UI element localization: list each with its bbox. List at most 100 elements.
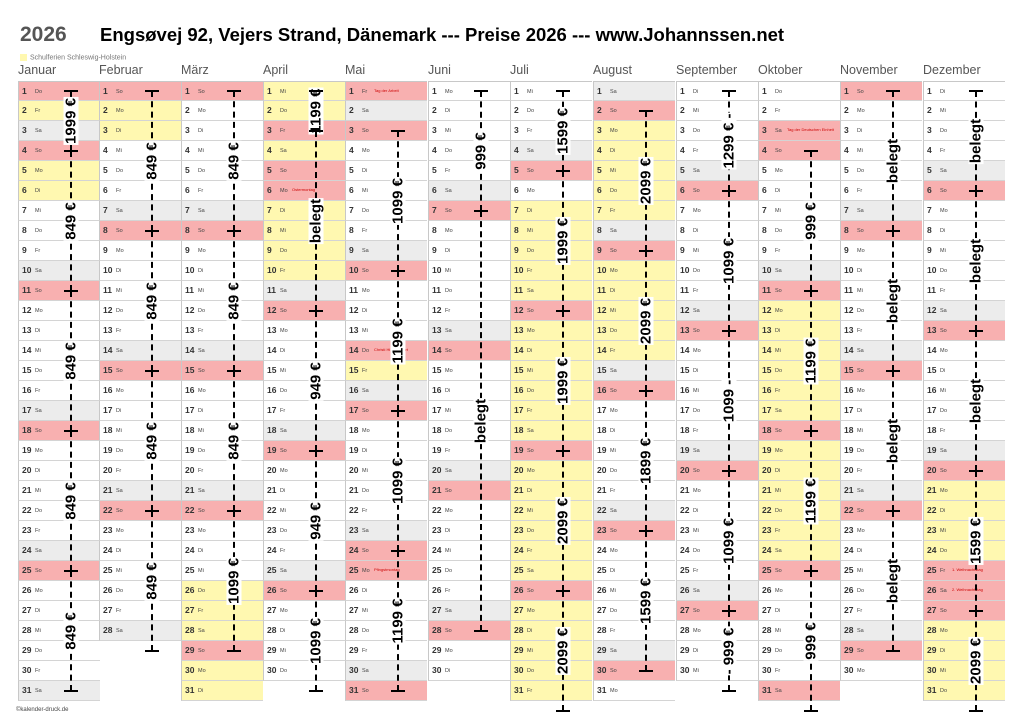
day-cell[interactable]: 16 Mi — [676, 381, 758, 401]
day-cell[interactable]: 30 Fr — [18, 661, 100, 681]
day-cell[interactable]: 25 Mi — [181, 561, 263, 581]
day-cell[interactable]: 28 Fr — [593, 621, 675, 641]
day-cell[interactable]: 9 Di — [428, 241, 510, 261]
day-cell[interactable]: 21 Mi — [18, 481, 100, 501]
day-cell[interactable]: 7 Mo — [923, 201, 1005, 221]
day-cell[interactable]: 15 Mi — [510, 361, 592, 381]
day-cell[interactable]: 16 Mo — [181, 381, 263, 401]
day-cell[interactable]: 25 Sa — [263, 561, 345, 581]
day-cell[interactable]: 31 Di — [181, 681, 263, 701]
day-cell[interactable]: 2 Sa — [345, 101, 427, 121]
day-cell[interactable]: 18 Di — [593, 421, 675, 441]
day-cell[interactable]: 4 Do — [428, 141, 510, 161]
day-cell[interactable]: 6 Di — [18, 181, 100, 201]
day-cell[interactable]: 4 So — [18, 141, 100, 161]
day-cell[interactable]: 14 Fr — [593, 341, 675, 361]
day-cell[interactable]: 21 Mo — [923, 481, 1005, 501]
day-cell[interactable]: 14 Sa — [840, 341, 922, 361]
day-cell[interactable]: 12 Mi — [593, 301, 675, 321]
day-cell[interactable]: 18 Fr — [923, 421, 1005, 441]
day-cell[interactable]: 9 Mo — [181, 241, 263, 261]
day-cell[interactable]: 21 Di — [510, 481, 592, 501]
day-cell[interactable]: 2 Mo — [181, 101, 263, 121]
day-cell[interactable]: 11 Sa — [263, 281, 345, 301]
day-cell[interactable]: 15 Do — [18, 361, 100, 381]
day-cell[interactable]: 19 Mo — [18, 441, 100, 461]
day-cell[interactable]: 2 Mi — [676, 101, 758, 121]
day-cell[interactable]: 23 Do — [510, 521, 592, 541]
day-cell[interactable]: 22 Mo — [428, 501, 510, 521]
day-cell[interactable]: 22 Do — [758, 501, 840, 521]
day-cell[interactable]: 5 Mi — [593, 161, 675, 181]
day-cell[interactable]: 17 Sa — [758, 401, 840, 421]
day-cell[interactable]: 4 So — [758, 141, 840, 161]
day-cell[interactable]: 25 Do — [428, 561, 510, 581]
day-cell[interactable]: 6 Fr — [181, 181, 263, 201]
day-cell[interactable]: 29 So — [840, 641, 922, 661]
day-cell[interactable]: 14 Mo — [923, 341, 1005, 361]
day-cell[interactable]: 29 Di — [676, 641, 758, 661]
day-cell[interactable]: 16 So — [593, 381, 675, 401]
day-cell[interactable]: 29 Do — [758, 641, 840, 661]
day-cell[interactable]: 8 Do — [758, 221, 840, 241]
day-cell[interactable]: 20 Mo — [510, 461, 592, 481]
day-cell[interactable]: 8 So — [99, 221, 181, 241]
day-cell[interactable]: 15 So — [840, 361, 922, 381]
day-cell[interactable]: 5 So — [510, 161, 592, 181]
day-cell[interactable]: 11 Di — [593, 281, 675, 301]
day-cell[interactable]: 8 Do — [18, 221, 100, 241]
day-cell[interactable]: 16 Do — [263, 381, 345, 401]
day-cell[interactable]: 15 So — [181, 361, 263, 381]
day-cell[interactable]: 18 So — [18, 421, 100, 441]
day-cell[interactable]: 6 Mo Ostermontag — [263, 181, 345, 201]
day-cell[interactable]: 29 Di — [923, 641, 1005, 661]
day-cell[interactable]: 31 Fr — [510, 681, 592, 701]
day-cell[interactable]: 16 Sa — [345, 381, 427, 401]
day-cell[interactable]: 26 Di — [345, 581, 427, 601]
day-cell[interactable]: 7 Mi — [758, 201, 840, 221]
day-cell[interactable]: 23 Mi — [923, 521, 1005, 541]
day-cell[interactable]: 20 Fr — [99, 461, 181, 481]
day-cell[interactable]: 28 Sa — [181, 621, 263, 641]
day-cell[interactable]: 20 Do — [593, 461, 675, 481]
day-cell[interactable]: 7 Sa — [840, 201, 922, 221]
day-cell[interactable]: 6 Sa — [428, 181, 510, 201]
day-cell[interactable]: 18 Sa — [263, 421, 345, 441]
day-cell[interactable]: 30 So — [593, 661, 675, 681]
day-cell[interactable]: 31 Do — [923, 681, 1005, 701]
day-cell[interactable]: 22 Di — [676, 501, 758, 521]
day-cell[interactable]: 29 Sa — [593, 641, 675, 661]
day-cell[interactable]: 22 Do — [18, 501, 100, 521]
day-cell[interactable]: 22 Sa — [593, 501, 675, 521]
day-cell[interactable]: 16 Mo — [840, 381, 922, 401]
day-cell[interactable]: 30 Mo — [181, 661, 263, 681]
day-cell[interactable]: 1 Do — [758, 81, 840, 101]
day-cell[interactable]: 4 Sa — [510, 141, 592, 161]
day-cell[interactable]: 14 Di — [263, 341, 345, 361]
day-cell[interactable]: 28 Di — [263, 621, 345, 641]
day-cell[interactable]: 21 Di — [263, 481, 345, 501]
day-cell[interactable]: 16 Di — [428, 381, 510, 401]
day-cell[interactable]: 12 So — [263, 301, 345, 321]
day-cell[interactable]: 12 Do — [181, 301, 263, 321]
day-cell[interactable]: 4 Mi — [181, 141, 263, 161]
day-cell[interactable]: 15 Mo — [428, 361, 510, 381]
day-cell[interactable]: 3 Sa — [18, 121, 100, 141]
day-cell[interactable]: 28 Mi — [18, 621, 100, 641]
day-cell[interactable]: 10 Do — [676, 261, 758, 281]
day-cell[interactable]: 20 So — [923, 461, 1005, 481]
day-cell[interactable]: 31 Mo — [593, 681, 675, 701]
day-cell[interactable]: 30 Do — [263, 661, 345, 681]
day-cell[interactable]: 24 Di — [99, 541, 181, 561]
day-cell[interactable]: 3 Fr — [263, 121, 345, 141]
day-cell[interactable]: 1 Sa — [593, 81, 675, 101]
day-cell[interactable]: 20 Di — [18, 461, 100, 481]
day-cell[interactable]: 26 So — [510, 581, 592, 601]
day-cell[interactable]: 17 Mo — [593, 401, 675, 421]
day-cell[interactable]: 14 Di — [510, 341, 592, 361]
day-cell[interactable]: 3 Do — [923, 121, 1005, 141]
day-cell[interactable]: 2 So — [593, 101, 675, 121]
day-cell[interactable]: 29 Do — [18, 641, 100, 661]
day-cell[interactable]: 19 Sa — [923, 441, 1005, 461]
day-cell[interactable]: 7 Di — [510, 201, 592, 221]
